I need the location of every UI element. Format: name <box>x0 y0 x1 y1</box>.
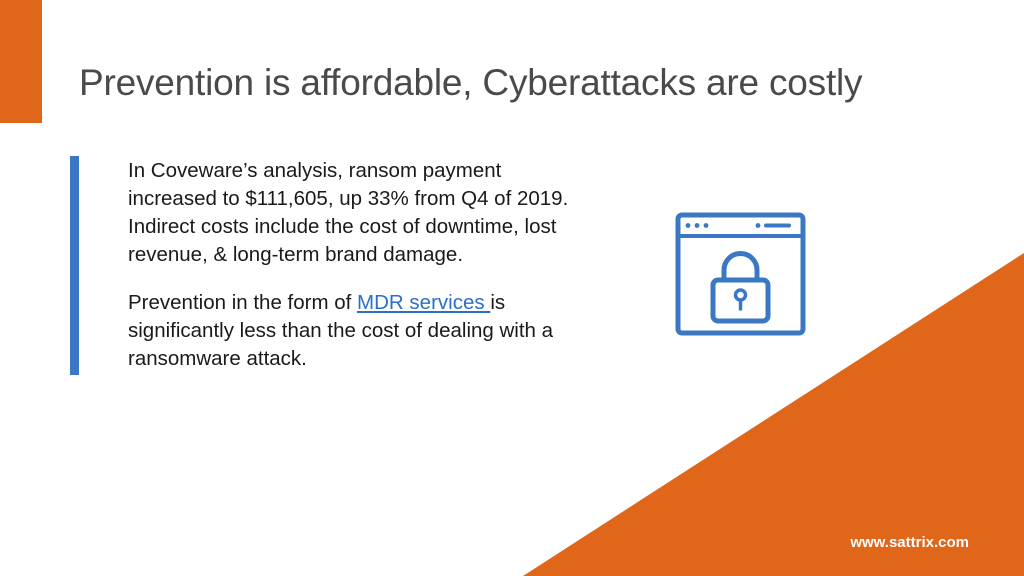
footer-website[interactable]: www.sattrix.com <box>850 534 969 551</box>
orange-corner-block <box>0 0 42 123</box>
paragraph-prevention-start: Prevention in the form of <box>128 291 358 314</box>
slide-title: Prevention is affordable, Cyberattacks a… <box>79 62 863 103</box>
browser-lock-icon <box>675 212 806 336</box>
paragraph-ransom-analysis: In Coveware’s analysis, ransom payment i… <box>128 159 569 266</box>
blue-accent-bar <box>70 156 79 375</box>
body-text: In Coveware’s analysis, ransom payment i… <box>128 157 573 393</box>
paragraph-prevention-end: is significantly less than the cost of d… <box>128 291 554 370</box>
paragraph-prevention: Prevention in the form of MDR services i… <box>128 289 573 373</box>
mdr-services-link[interactable]: MDR services <box>357 291 491 314</box>
